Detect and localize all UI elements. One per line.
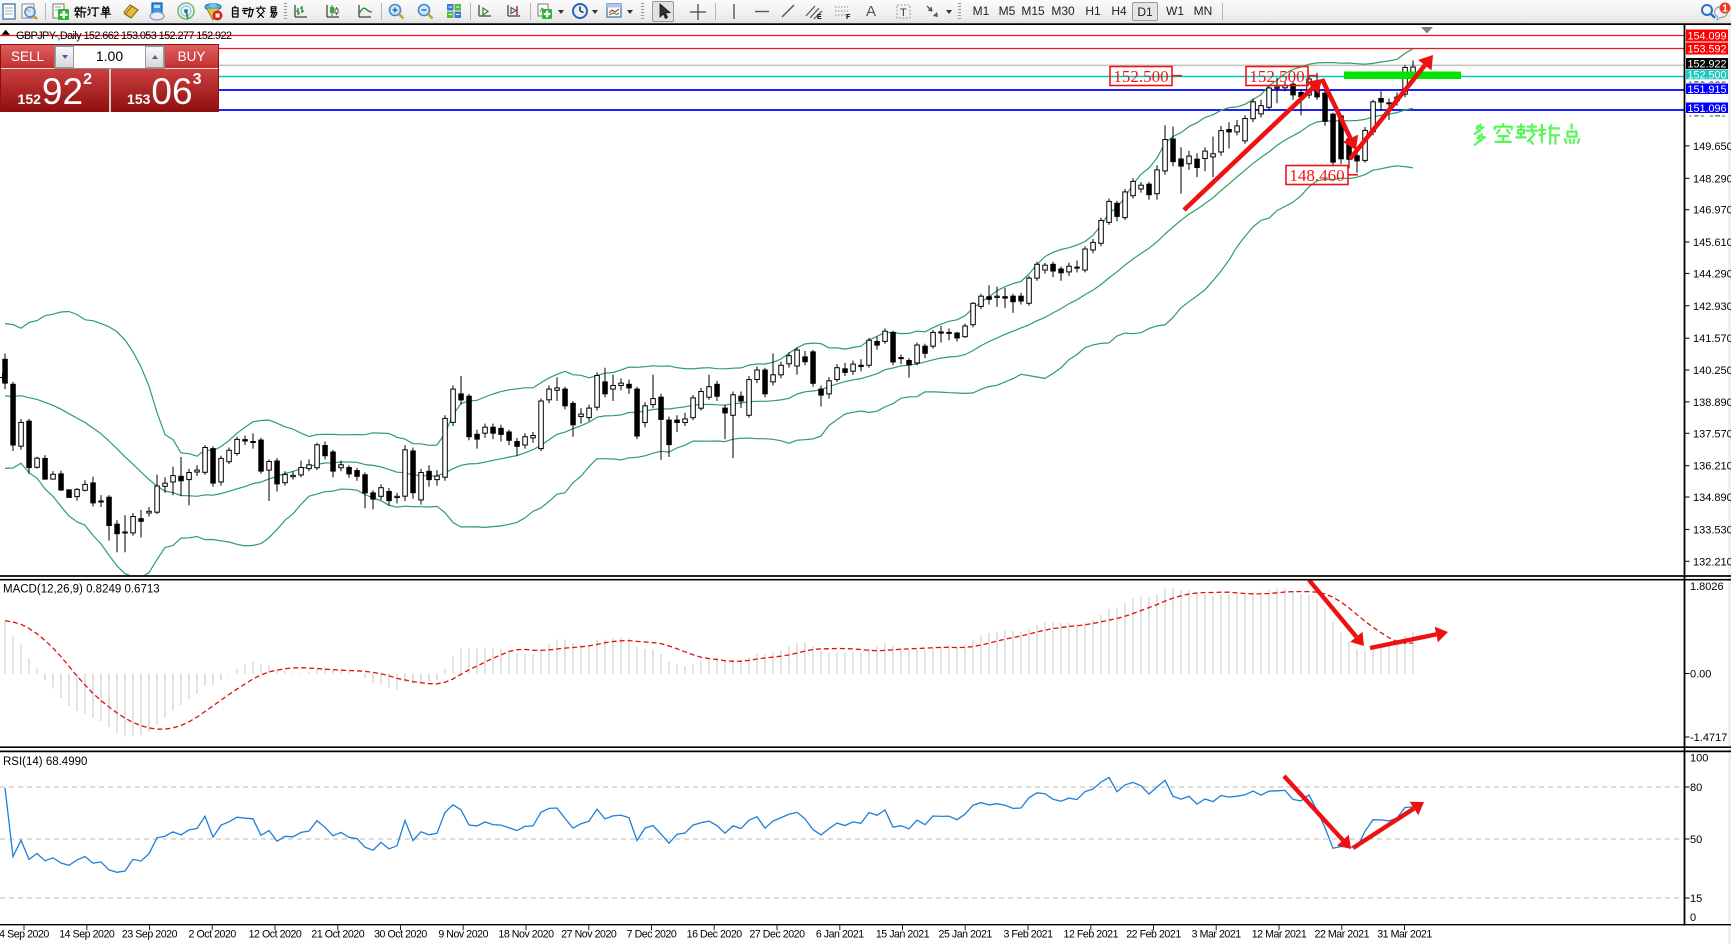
svg-text:6 Jan 2021: 6 Jan 2021 [816, 929, 864, 941]
svg-text:12 Oct 2020: 12 Oct 2020 [249, 929, 302, 941]
svg-text:22 Feb 2021: 22 Feb 2021 [1126, 929, 1181, 941]
svg-text:152.330: 152.330 [1687, 80, 1726, 92]
svg-text:1.8026: 1.8026 [1690, 581, 1724, 593]
svg-text:148.460: 148.460 [1289, 166, 1344, 185]
svg-text:F: F [846, 14, 851, 20]
svg-text:18 Nov 2020: 18 Nov 2020 [498, 929, 554, 941]
svg-text:151.096: 151.096 [1687, 103, 1726, 115]
svg-text:152.922: 152.922 [1687, 59, 1726, 71]
svg-text:142.930: 142.930 [1693, 301, 1731, 313]
svg-text:27 Nov 2020: 27 Nov 2020 [561, 929, 617, 941]
svg-text:MACD(12,26,9) 0.8249 0.6713: MACD(12,26,9) 0.8249 0.6713 [3, 584, 160, 596]
svg-text:27 Dec 2020: 27 Dec 2020 [749, 929, 805, 941]
svg-text:152.500: 152.500 [1249, 67, 1304, 86]
svg-text:153.592: 153.592 [1687, 44, 1726, 56]
svg-text:21 Oct 2020: 21 Oct 2020 [311, 929, 364, 941]
svg-text:3 Feb 2021: 3 Feb 2021 [1003, 929, 1053, 941]
svg-text:136.210: 136.210 [1693, 461, 1731, 473]
svg-text:144.290: 144.290 [1693, 268, 1731, 280]
svg-text:7 Dec 2020: 7 Dec 2020 [627, 929, 677, 941]
svg-text:150.970: 150.970 [1687, 114, 1726, 126]
svg-text:1: 1 [1722, 4, 1728, 15]
svg-text:9 Nov 2020: 9 Nov 2020 [438, 929, 488, 941]
svg-text:137.570: 137.570 [1693, 428, 1731, 440]
svg-text:154.099: 154.099 [1687, 31, 1726, 43]
svg-text:25 Jan 2021: 25 Jan 2021 [939, 929, 993, 941]
svg-text:149.650: 149.650 [1693, 141, 1731, 153]
svg-text:31 Mar 2021: 31 Mar 2021 [1377, 929, 1432, 941]
svg-text:15: 15 [1690, 893, 1702, 905]
svg-text:12 Feb 2021: 12 Feb 2021 [1064, 929, 1119, 941]
svg-text:140.250: 140.250 [1693, 365, 1731, 377]
svg-text:50: 50 [1690, 834, 1702, 846]
svg-text:T: T [900, 7, 907, 19]
svg-text:4 Sep 2020: 4 Sep 2020 [0, 929, 49, 941]
svg-text:80: 80 [1690, 782, 1702, 794]
svg-text:16 Dec 2020: 16 Dec 2020 [687, 929, 743, 941]
svg-text:15 Jan 2021: 15 Jan 2021 [876, 929, 930, 941]
svg-text:RSI(14) 68.4990: RSI(14) 68.4990 [3, 756, 87, 768]
svg-text:12 Mar 2021: 12 Mar 2021 [1252, 929, 1307, 941]
svg-text:151.915: 151.915 [1687, 84, 1726, 96]
svg-text:E: E [817, 14, 822, 20]
svg-text:141.570: 141.570 [1693, 333, 1731, 345]
svg-text:138.890: 138.890 [1693, 397, 1731, 409]
svg-text:3 Mar 2021: 3 Mar 2021 [1192, 929, 1242, 941]
svg-text:30 Oct 2020: 30 Oct 2020 [374, 929, 427, 941]
svg-text:132.210: 132.210 [1693, 556, 1731, 568]
svg-text:152.500: 152.500 [1113, 67, 1168, 86]
svg-text:133.530: 133.530 [1693, 524, 1731, 536]
svg-text:134.890: 134.890 [1693, 492, 1731, 504]
svg-text:0: 0 [1690, 912, 1696, 924]
svg-text:-1.4717: -1.4717 [1690, 732, 1727, 744]
svg-text:100: 100 [1690, 753, 1708, 765]
svg-text:152.500: 152.500 [1687, 69, 1726, 81]
svg-text:GBPJPY-,Daily 152.662 153.053: GBPJPY-,Daily 152.662 153.053 152.277 15… [16, 30, 232, 42]
svg-text:145.610: 145.610 [1693, 237, 1731, 249]
svg-text:22 Mar 2021: 22 Mar 2021 [1315, 929, 1370, 941]
svg-text:23 Sep 2020: 23 Sep 2020 [122, 929, 178, 941]
svg-text:14 Sep 2020: 14 Sep 2020 [59, 929, 115, 941]
svg-text:0.00: 0.00 [1690, 669, 1711, 681]
svg-text:146.970: 146.970 [1693, 205, 1731, 217]
svg-text:148.290: 148.290 [1693, 173, 1731, 185]
svg-text:2 Oct 2020: 2 Oct 2020 [189, 929, 237, 941]
